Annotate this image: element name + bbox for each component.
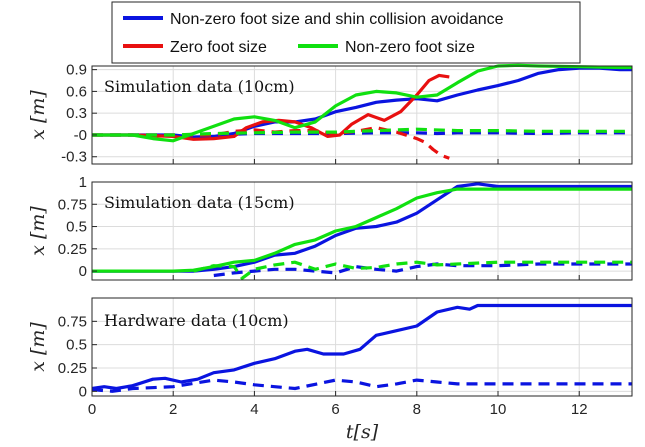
panel-2-ylabel: x [m]: [27, 206, 49, 256]
panel-2-series-0: [92, 182, 632, 273]
panel-1-series-2: [92, 73, 450, 141]
panel-2-ytick-label-1: 0.25: [58, 241, 87, 258]
panel-1-ytick-label-3: 0.6: [66, 83, 87, 100]
legend-box: [111, 1, 581, 64]
legend: Non-zero foot size and shin collision av…: [111, 1, 581, 64]
panel-2-ytick-label-3: 0.75: [58, 196, 87, 213]
panel-3-ytick-label-2: 0.5: [66, 337, 87, 354]
panel-3-series-1: [91, 378, 632, 393]
panel-1-ytick-label-0: -0.3: [61, 149, 87, 166]
panel-3-title: Hardware data (10cm): [104, 311, 289, 330]
panel-3-xtick-label-1: 2: [169, 401, 177, 418]
panel-1-series-4: [92, 63, 632, 143]
panel-1-series-5: [92, 127, 632, 137]
panel-2-series-1: [213, 262, 632, 278]
panel-1-ytick-label-1: -0: [74, 127, 87, 144]
panel-3-series-0: [91, 303, 632, 391]
panel-2-series-3: [193, 260, 632, 280]
panel-3-ylabel: x [m]: [27, 322, 49, 372]
panel-2-title: Simulation data (15cm): [104, 193, 295, 212]
panel-3-xtick-label-4: 8: [413, 401, 421, 418]
panel-2-ytick-label-4: 1: [79, 174, 87, 191]
panel-3-xtick-label-0: 0: [88, 401, 96, 418]
panel-3-xtick-label-6: 12: [571, 401, 588, 418]
panel-1-series-0: [92, 66, 632, 139]
panel-2: 0 0.25 0.5 0.75 1 x [m] Simulation data (15c…: [27, 174, 633, 281]
panel-1-ytick-label-2: 0.3: [66, 105, 87, 122]
panel-1-ylabel: x [m]: [27, 90, 49, 140]
panel-3-ytick-label-0: 0: [79, 383, 87, 400]
panel-1-ytick-label-4: 0.9: [66, 62, 87, 79]
panel-2-ytick-label-0: 0: [79, 263, 87, 280]
panel-2-frame: [91, 181, 633, 281]
panel-1-series-3: [92, 126, 450, 160]
panel-3: 0 0.25 0.5 0.75 0 2 4 6 8 10 12 x [m] Hardware da…: [27, 297, 633, 443]
legend-label-2: Non-zero foot size: [345, 39, 475, 56]
panel-3-xtick-label-3: 6: [331, 401, 339, 418]
panel-1-title: Simulation data (10cm): [104, 77, 295, 96]
panel-3-xtick-label-5: 10: [490, 401, 507, 418]
panel-1: -0.3 -0 0.3 0.6 0.9 x [m] Simulation data (1…: [27, 62, 633, 166]
legend-label-1: Zero foot size: [170, 39, 267, 56]
legend-label-0: Non-zero foot size and shin collision av…: [170, 11, 504, 28]
panel-2-ytick-label-2: 0.5: [66, 219, 87, 236]
panel-1-frame: [91, 65, 633, 165]
panel-3-frame: [91, 297, 633, 397]
panel-3-xtick-label-2: 4: [250, 401, 258, 418]
panel-3-xlabel: t[s]: [346, 421, 379, 443]
panel-3-ytick-label-1: 0.25: [58, 360, 87, 377]
panel-3-ytick-label-3: 0.75: [58, 313, 87, 330]
